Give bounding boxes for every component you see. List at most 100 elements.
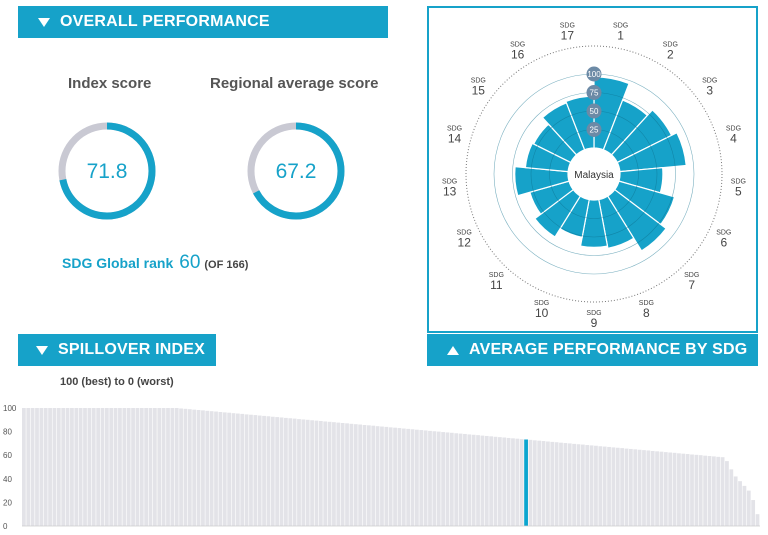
spillover-bar (628, 448, 633, 526)
radar-label-number: 11 (490, 278, 503, 292)
index-score-label: Index score (68, 75, 152, 92)
spillover-bar (506, 437, 511, 526)
spillover-bar (187, 409, 192, 526)
spillover-bar (30, 408, 35, 526)
radar-label-prefix: SDG (560, 22, 575, 29)
average-performance-title: AVERAGE PERFORMANCE BY SDG (469, 341, 748, 358)
spillover-bar (598, 446, 603, 526)
radar-tick-badge (586, 66, 602, 82)
spillover-bar (375, 426, 380, 526)
spillover-bar (122, 408, 127, 526)
spillover-bar (458, 433, 463, 526)
spillover-bar (755, 514, 760, 526)
spillover-bar (353, 424, 358, 526)
spillover-bar (148, 408, 153, 526)
radar-label-number: 14 (448, 131, 462, 145)
radar-label-prefix: SDG (663, 42, 678, 49)
collapse-up-icon (447, 345, 459, 355)
spillover-bar (332, 422, 336, 526)
spillover-bar (668, 452, 673, 526)
spillover-bar (104, 408, 109, 526)
spillover-bar (388, 427, 393, 526)
regional-score-label: Regional average score (210, 75, 379, 92)
spillover-bar (711, 456, 716, 526)
radar-label-prefix: SDG (684, 272, 699, 279)
spillover-bar (52, 408, 57, 526)
spillover-bar (449, 432, 454, 526)
average-performance-banner: AVERAGE PERFORMANCE BY SDG (427, 334, 758, 366)
spillover-bar (471, 434, 476, 526)
spillover-bar (546, 441, 550, 526)
spillover-bar (91, 408, 96, 526)
spillover-bar (476, 435, 480, 526)
spillover-bar (423, 430, 428, 526)
spillover-bar (607, 446, 611, 526)
spillover-bar (633, 449, 638, 526)
spillover-bar (166, 408, 170, 526)
radar-label-number: 12 (458, 236, 472, 250)
spillover-bar (327, 421, 332, 526)
spillover-bar (161, 408, 166, 526)
spillover-bar (615, 447, 620, 526)
spillover-bar (279, 417, 284, 526)
spillover-y-tick: 80 (3, 428, 12, 437)
spillover-bar (707, 456, 712, 526)
spillover-bar (559, 442, 563, 526)
radar-label-number: 9 (591, 316, 598, 330)
radar-label-number: 3 (706, 84, 713, 98)
radar-tick-badge (586, 122, 602, 137)
global-rank-label: SDG Global rank (62, 255, 174, 271)
spillover-bar (314, 420, 319, 526)
spillover-bar (310, 420, 314, 526)
spillover-bar (170, 408, 175, 526)
spillover-bar (611, 447, 616, 526)
spillover-bar (288, 418, 293, 526)
radar-label-number: 13 (443, 184, 457, 198)
radar-label-prefix: SDG (471, 78, 486, 85)
spillover-bar (96, 408, 101, 526)
spillover-y-tick: 20 (3, 498, 12, 507)
spillover-bar (262, 415, 266, 526)
spillover-bar-chart: 0 20 40 60 80 100 (3, 404, 760, 531)
spillover-bar (738, 481, 742, 526)
spillover-bar (227, 412, 232, 526)
radar-label-number: 5 (735, 184, 742, 198)
radar-tick-label: 100 (587, 70, 601, 79)
spillover-bar (532, 440, 537, 526)
spillover-bar (109, 408, 114, 526)
spillover-bar (209, 411, 214, 526)
spillover-bar (624, 448, 629, 526)
spillover-bar (415, 429, 419, 526)
radar-label-prefix: SDG (613, 22, 628, 29)
spillover-bar (362, 424, 367, 526)
spillover-bar (139, 408, 144, 526)
spillover-bar (131, 408, 135, 526)
spillover-bar (537, 440, 542, 526)
spillover-bar (602, 446, 607, 526)
spillover-bar (690, 454, 694, 526)
global-rank-of: (OF 166) (204, 259, 249, 271)
spillover-bar (393, 427, 397, 526)
spillover-bar (436, 431, 441, 526)
regional-ring-fill (247, 122, 345, 220)
radar-label-prefix: SDG (702, 78, 717, 85)
radar-label-number: 4 (730, 131, 737, 145)
radar-label-number: 8 (643, 306, 650, 320)
spillover-bar (118, 408, 122, 526)
spillover-bar (318, 420, 323, 526)
spillover-bar (698, 455, 703, 526)
spillover-bar (345, 423, 349, 526)
spillover-bar (454, 433, 459, 526)
spillover-bar (410, 429, 415, 526)
spillover-bar (541, 441, 546, 526)
spillover-bar (253, 415, 258, 526)
sdg-radar-panel: Malaysia 25 50 75 100 SDG 1 SDG 2 SDG 3 SDG 4 SDG 5 SDG… (427, 6, 758, 333)
spillover-bar (480, 435, 485, 526)
spillover-bar (677, 453, 681, 526)
radar-label-number: 2 (667, 48, 674, 62)
